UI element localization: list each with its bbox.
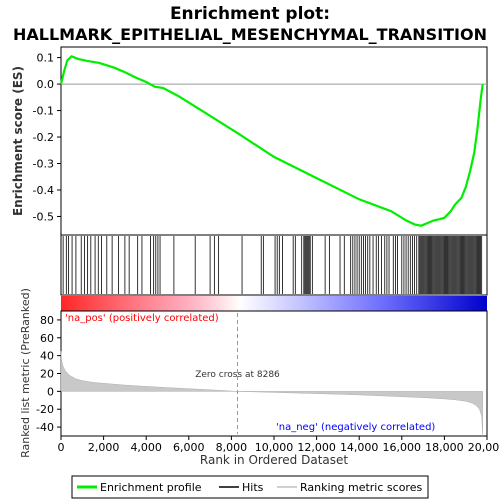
- es-y-tick-label: -0.5: [33, 210, 54, 223]
- metric-y-tick-label: 60: [40, 332, 54, 345]
- x-tick-label: 12,000: [297, 441, 336, 454]
- es-y-ticks: 0.1 0.0 -0.1 -0.2 -0.3 -0.4 -0.5: [33, 52, 61, 223]
- es-y-tick-label: 0.1: [37, 52, 55, 65]
- metric-y-tick-label: 80: [40, 314, 54, 327]
- x-tick-label: 18,000: [425, 441, 464, 454]
- rank-color-band: [61, 296, 487, 311]
- es-y-tick-label: -0.2: [33, 131, 54, 144]
- legend-label-metric: Ranking metric scores: [300, 481, 422, 494]
- zero-cross-label: Zero cross at 8286: [195, 370, 280, 380]
- metric-y-tick-label: 20: [40, 368, 54, 381]
- metric-y-tick-label: -40: [36, 421, 54, 434]
- metric-y-tick-label: 0: [47, 385, 54, 398]
- legend-label-hits: Hits: [242, 481, 264, 494]
- x-tick-label: 10,000: [255, 441, 294, 454]
- x-tick-label: 2,000: [88, 441, 120, 454]
- metric-y-tick-label: 40: [40, 350, 54, 363]
- es-panel: 0.1 0.0 -0.1 -0.2 -0.3 -0.4 -0.5 Enrichment sc…: [11, 46, 488, 236]
- metric-y-label: Ranked list metric (PreRanked): [19, 288, 32, 458]
- legend-frame: [71, 475, 429, 499]
- es-y-tick-label: -0.4: [33, 184, 54, 197]
- metric-y-tick-label: -20: [36, 403, 54, 416]
- x-tick-label: 4,000: [130, 441, 162, 454]
- chart-subtitle: HALLMARK_EPITHELIAL_MESENCHYMAL_TRANSITI…: [13, 25, 487, 44]
- x-tick-label: 14,000: [340, 441, 379, 454]
- color-band: [61, 296, 487, 311]
- hit-marks: [62, 236, 483, 294]
- x-tick-label: 8,000: [216, 441, 248, 454]
- chart-title: Enrichment plot:: [170, 4, 330, 24]
- na-neg-label: 'na_neg' (negatively correlated): [276, 422, 435, 433]
- enrichment-profile-line: [59, 55, 484, 227]
- na-pos-label: 'na_pos' (positively correlated): [65, 313, 219, 324]
- metric-panel-frame: [60, 310, 488, 437]
- x-tick-label: 6,000: [173, 441, 205, 454]
- es-y-tick-label: 0.0: [37, 78, 55, 91]
- hits-panel: [60, 234, 488, 296]
- x-axis-ticks: 0 2,000 4,000 6,000 8,000 10,000 12,000 14,000 1…: [58, 436, 500, 454]
- metric-panel: 80 60 40 20 0 -20 -40 'na_pos' (positively cor…: [19, 288, 488, 458]
- legend: Enrichment profile Hits Ranking metric s…: [71, 475, 429, 499]
- x-tick-label: 16,000: [383, 441, 422, 454]
- metric-y-ticks: 80 60 40 20 0 -20 -40: [36, 314, 61, 434]
- x-axis-label: Rank in Ordered Dataset: [200, 453, 348, 467]
- es-y-tick-label: -0.1: [33, 105, 54, 118]
- legend-label-enrichment: Enrichment profile: [100, 481, 202, 494]
- es-panel-frame: [60, 46, 488, 236]
- ranking-metric-area: [60, 351, 483, 437]
- es-y-tick-label: -0.3: [33, 158, 54, 171]
- hits-panel-frame: [60, 234, 488, 296]
- es-y-label: Enrichment score (ES): [11, 66, 25, 216]
- x-tick-label: 0: [58, 441, 65, 454]
- x-tick-label: 20,000: [468, 441, 500, 454]
